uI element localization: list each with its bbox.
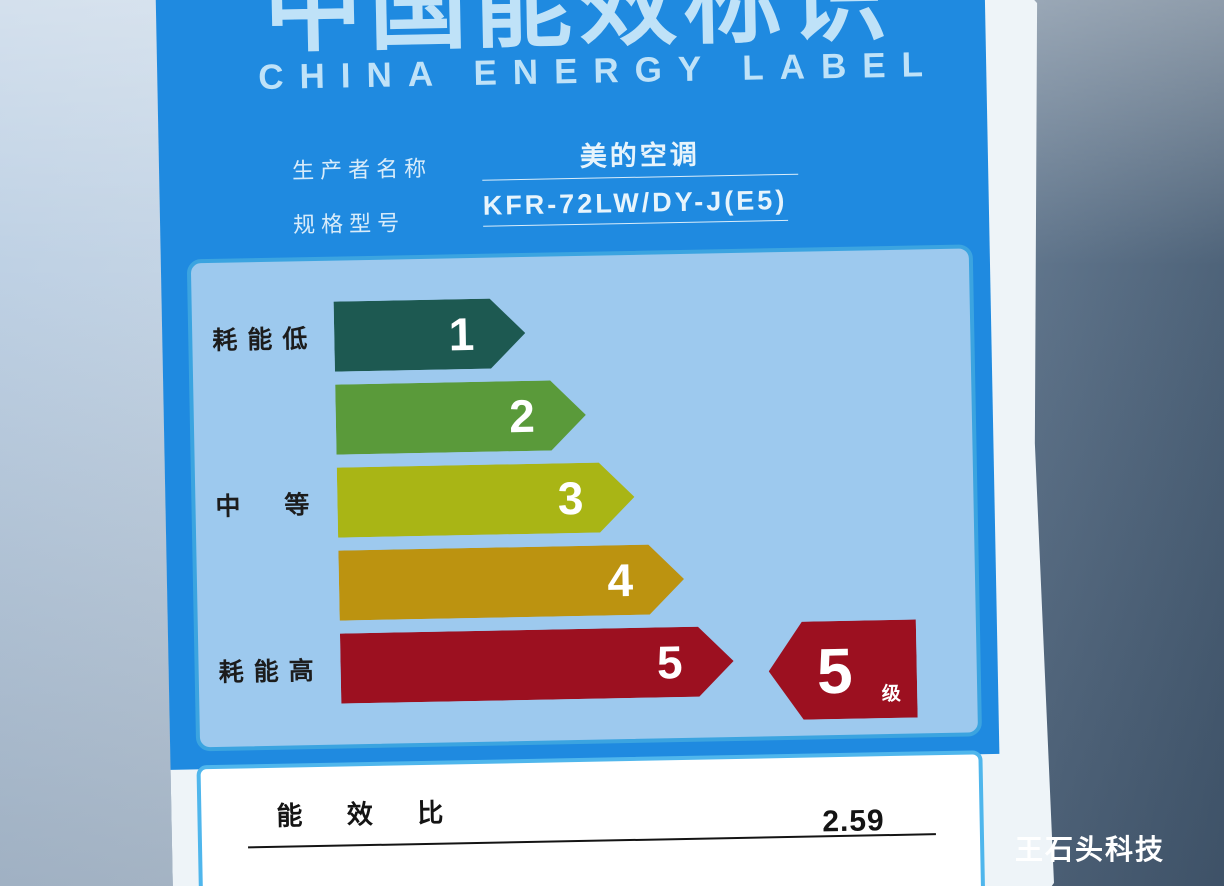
svg-text:5: 5 [816,635,853,708]
svg-text:级: 级 [881,682,900,705]
